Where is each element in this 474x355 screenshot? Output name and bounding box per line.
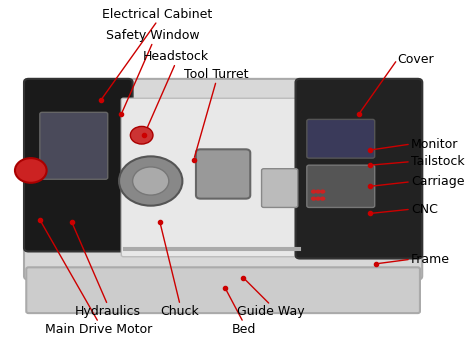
Text: Bed: Bed bbox=[231, 323, 255, 335]
Circle shape bbox=[315, 190, 321, 194]
Circle shape bbox=[133, 167, 169, 195]
Circle shape bbox=[320, 197, 325, 201]
Text: Chuck: Chuck bbox=[161, 305, 200, 318]
FancyBboxPatch shape bbox=[40, 112, 108, 179]
FancyBboxPatch shape bbox=[26, 267, 420, 313]
Circle shape bbox=[15, 158, 46, 183]
Text: Electrical Cabinet: Electrical Cabinet bbox=[102, 8, 213, 21]
Text: Monitor: Monitor bbox=[411, 137, 458, 151]
FancyBboxPatch shape bbox=[196, 149, 250, 199]
Text: CNC: CNC bbox=[411, 203, 438, 216]
Text: Hydraulics: Hydraulics bbox=[75, 305, 141, 318]
FancyBboxPatch shape bbox=[24, 79, 422, 280]
FancyBboxPatch shape bbox=[295, 79, 422, 258]
Text: Headstock: Headstock bbox=[143, 50, 209, 63]
Text: Main Drive Motor: Main Drive Motor bbox=[45, 323, 152, 335]
Text: Safety Window: Safety Window bbox=[106, 29, 200, 42]
Circle shape bbox=[320, 190, 325, 194]
FancyBboxPatch shape bbox=[24, 79, 133, 251]
Circle shape bbox=[311, 197, 316, 201]
Circle shape bbox=[130, 126, 153, 144]
Text: Tool Turret: Tool Turret bbox=[184, 68, 248, 81]
Circle shape bbox=[311, 190, 316, 194]
Text: Cover: Cover bbox=[397, 53, 434, 66]
FancyBboxPatch shape bbox=[307, 119, 375, 158]
FancyBboxPatch shape bbox=[262, 169, 298, 207]
Text: Carriage: Carriage bbox=[411, 175, 465, 188]
FancyBboxPatch shape bbox=[307, 165, 375, 207]
Text: Frame: Frame bbox=[411, 253, 450, 266]
Text: Tailstock: Tailstock bbox=[411, 155, 465, 168]
Circle shape bbox=[315, 197, 321, 201]
FancyBboxPatch shape bbox=[121, 98, 298, 257]
Circle shape bbox=[119, 156, 182, 206]
Text: Guide Way: Guide Way bbox=[237, 305, 304, 318]
